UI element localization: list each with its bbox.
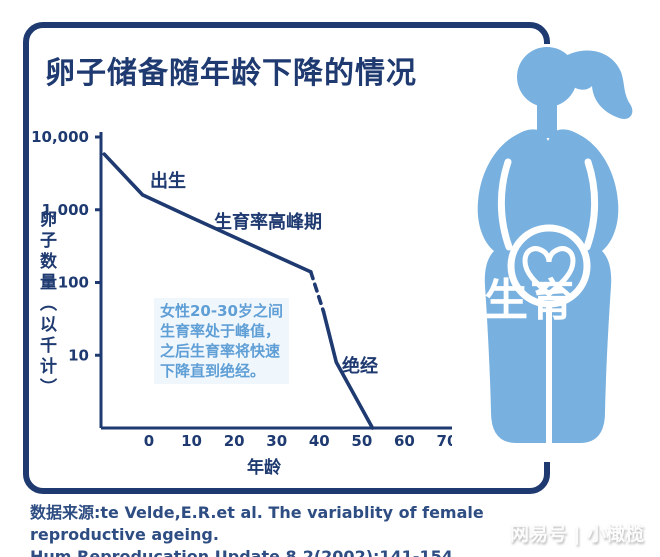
x-tick-label: 30 xyxy=(266,432,287,450)
x-tick-label: 0 xyxy=(144,432,154,450)
y-tick-label: 100 xyxy=(58,274,89,292)
annotation-line-2: 生育率处于峰值， xyxy=(160,322,281,340)
annotation-line-1: 女性20-30岁之间 xyxy=(160,302,283,320)
x-tick-label: 50 xyxy=(351,432,372,450)
pregnant-woman-figure xyxy=(452,44,642,462)
x-tick-label: 60 xyxy=(394,432,415,450)
head-shape xyxy=(517,47,577,107)
left-arm-divider xyxy=(497,158,513,251)
leg-divider xyxy=(546,307,552,443)
x-tick-label: 20 xyxy=(224,432,245,450)
page-title: 卵子储备随年龄下降的情况 xyxy=(45,56,417,91)
ponytail-shape xyxy=(561,50,633,119)
watermark-center: 生育 xyxy=(484,275,576,326)
egg-count-curve-solid xyxy=(321,309,375,430)
belly-ring xyxy=(507,224,591,308)
x-tick-label: 40 xyxy=(309,432,330,450)
annotation-line-3: 之后生育率将快速 xyxy=(160,342,281,360)
heart-icon xyxy=(522,246,576,298)
x-tick-label: 10 xyxy=(181,432,202,450)
pregnant-woman-illustration xyxy=(477,47,633,443)
annotation-menopause: 绝经 xyxy=(342,356,378,377)
annotation-text-block: 女性20-30岁之间 生育率处于峰值， 之后生育率将快速 下降直到绝经。 xyxy=(154,298,289,384)
y-tick-label: 10,000 xyxy=(31,128,89,146)
watermark-bottom-right: 网易号 | 小橄榄 xyxy=(510,523,645,545)
annotation-birth: 出生 xyxy=(150,171,186,192)
egg-count-curve-solid xyxy=(102,152,313,274)
egg-count-curve-dashed xyxy=(308,270,326,314)
annotation-line-4: 下降直到绝经。 xyxy=(160,362,266,380)
y-tick-label: 10 xyxy=(68,346,89,364)
source-line-2: Hum Reproducation Update 8.2(2002):141-1… xyxy=(30,547,453,557)
x-axis-title: 年龄 xyxy=(247,458,281,478)
neck-shape xyxy=(537,100,557,138)
right-arm-divider xyxy=(583,158,599,251)
annotation-peak-fertility: 生育率高峰期 xyxy=(214,212,322,233)
y-axis-title: 卵子数量（以千计） xyxy=(36,210,56,399)
y-tick-label: 1,000 xyxy=(42,201,89,219)
source-citation: 数据来源:te Velde,E.R.et al. The variablity … xyxy=(30,502,530,557)
source-line-1: 数据来源:te Velde,E.R.et al. The variablity … xyxy=(30,503,484,544)
